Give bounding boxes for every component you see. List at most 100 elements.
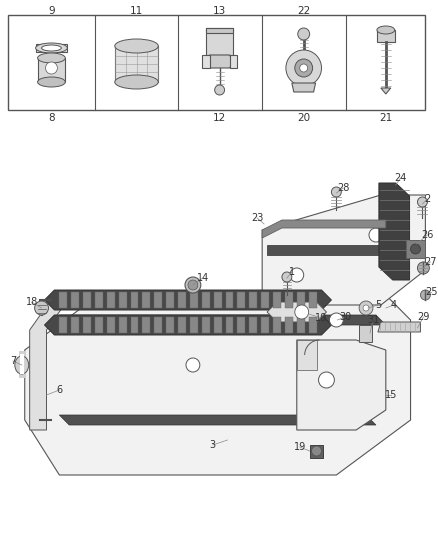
Polygon shape <box>45 290 332 310</box>
Polygon shape <box>178 292 186 308</box>
Ellipse shape <box>410 244 420 254</box>
Text: 7: 7 <box>10 356 16 366</box>
Polygon shape <box>107 317 115 333</box>
Polygon shape <box>406 240 425 258</box>
Polygon shape <box>95 292 103 308</box>
Text: 24: 24 <box>395 173 407 183</box>
Ellipse shape <box>15 356 28 374</box>
Text: 3: 3 <box>210 440 216 450</box>
Polygon shape <box>378 322 420 332</box>
Ellipse shape <box>369 228 383 242</box>
Polygon shape <box>60 415 376 425</box>
Polygon shape <box>95 317 103 333</box>
Polygon shape <box>154 317 162 333</box>
Polygon shape <box>261 292 269 308</box>
Polygon shape <box>45 315 332 335</box>
Ellipse shape <box>298 28 310 40</box>
Text: 11: 11 <box>130 6 143 16</box>
Text: 5: 5 <box>375 300 381 310</box>
Polygon shape <box>38 58 65 82</box>
Polygon shape <box>273 317 281 333</box>
Ellipse shape <box>186 358 200 372</box>
Text: 29: 29 <box>417 312 430 322</box>
Polygon shape <box>166 292 174 308</box>
Polygon shape <box>267 245 410 255</box>
Polygon shape <box>379 183 410 280</box>
Text: 20: 20 <box>297 113 310 123</box>
Ellipse shape <box>42 45 61 51</box>
Text: 21: 21 <box>379 113 392 123</box>
Polygon shape <box>83 317 91 333</box>
Polygon shape <box>226 292 233 308</box>
Text: 8: 8 <box>48 113 55 123</box>
Ellipse shape <box>188 280 198 290</box>
Text: 4: 4 <box>391 300 397 310</box>
Polygon shape <box>166 317 174 333</box>
Text: 25: 25 <box>425 287 438 297</box>
Polygon shape <box>131 317 138 333</box>
Ellipse shape <box>359 301 373 315</box>
Text: 23: 23 <box>251 213 263 223</box>
Polygon shape <box>206 28 233 33</box>
Polygon shape <box>214 292 222 308</box>
Ellipse shape <box>420 290 430 300</box>
Polygon shape <box>262 195 425 305</box>
Text: 26: 26 <box>421 230 434 240</box>
Polygon shape <box>309 292 317 308</box>
Text: 6: 6 <box>57 385 63 395</box>
Polygon shape <box>297 317 305 333</box>
Ellipse shape <box>332 187 341 197</box>
Ellipse shape <box>377 26 395 34</box>
Polygon shape <box>237 317 245 333</box>
Text: 12: 12 <box>213 113 226 123</box>
Ellipse shape <box>185 277 201 293</box>
Polygon shape <box>131 292 138 308</box>
Text: 15: 15 <box>385 390 397 400</box>
Polygon shape <box>214 317 222 333</box>
Ellipse shape <box>363 305 369 311</box>
Text: 28: 28 <box>337 183 350 193</box>
Polygon shape <box>178 317 186 333</box>
Polygon shape <box>60 315 386 325</box>
Ellipse shape <box>115 39 158 53</box>
Ellipse shape <box>38 53 65 63</box>
Text: 1: 1 <box>289 267 295 277</box>
Polygon shape <box>71 292 79 308</box>
Polygon shape <box>267 302 326 322</box>
Polygon shape <box>249 292 257 308</box>
Polygon shape <box>292 83 315 92</box>
Polygon shape <box>154 292 162 308</box>
Text: 18: 18 <box>25 297 38 307</box>
Ellipse shape <box>300 64 307 72</box>
Ellipse shape <box>295 59 313 77</box>
Ellipse shape <box>295 305 309 319</box>
Ellipse shape <box>35 301 49 315</box>
Polygon shape <box>202 317 210 333</box>
Text: 19: 19 <box>293 442 306 452</box>
Ellipse shape <box>215 85 225 95</box>
Polygon shape <box>261 317 269 333</box>
Polygon shape <box>202 55 210 68</box>
Polygon shape <box>60 292 67 308</box>
Ellipse shape <box>318 372 334 388</box>
Polygon shape <box>273 292 281 308</box>
Polygon shape <box>285 317 293 333</box>
Text: 9: 9 <box>48 6 55 16</box>
Polygon shape <box>206 28 233 55</box>
Polygon shape <box>226 317 233 333</box>
Ellipse shape <box>35 43 67 53</box>
Polygon shape <box>381 88 391 94</box>
Text: 30: 30 <box>339 312 351 322</box>
Ellipse shape <box>417 197 427 207</box>
Ellipse shape <box>311 446 321 456</box>
Text: 2: 2 <box>424 194 431 204</box>
Ellipse shape <box>115 75 158 89</box>
Polygon shape <box>190 292 198 308</box>
Polygon shape <box>83 292 91 308</box>
Polygon shape <box>119 317 127 333</box>
Ellipse shape <box>46 62 57 74</box>
Polygon shape <box>297 340 317 370</box>
Bar <box>8 15 425 110</box>
Text: 27: 27 <box>424 257 437 267</box>
Text: 22: 22 <box>297 6 311 16</box>
